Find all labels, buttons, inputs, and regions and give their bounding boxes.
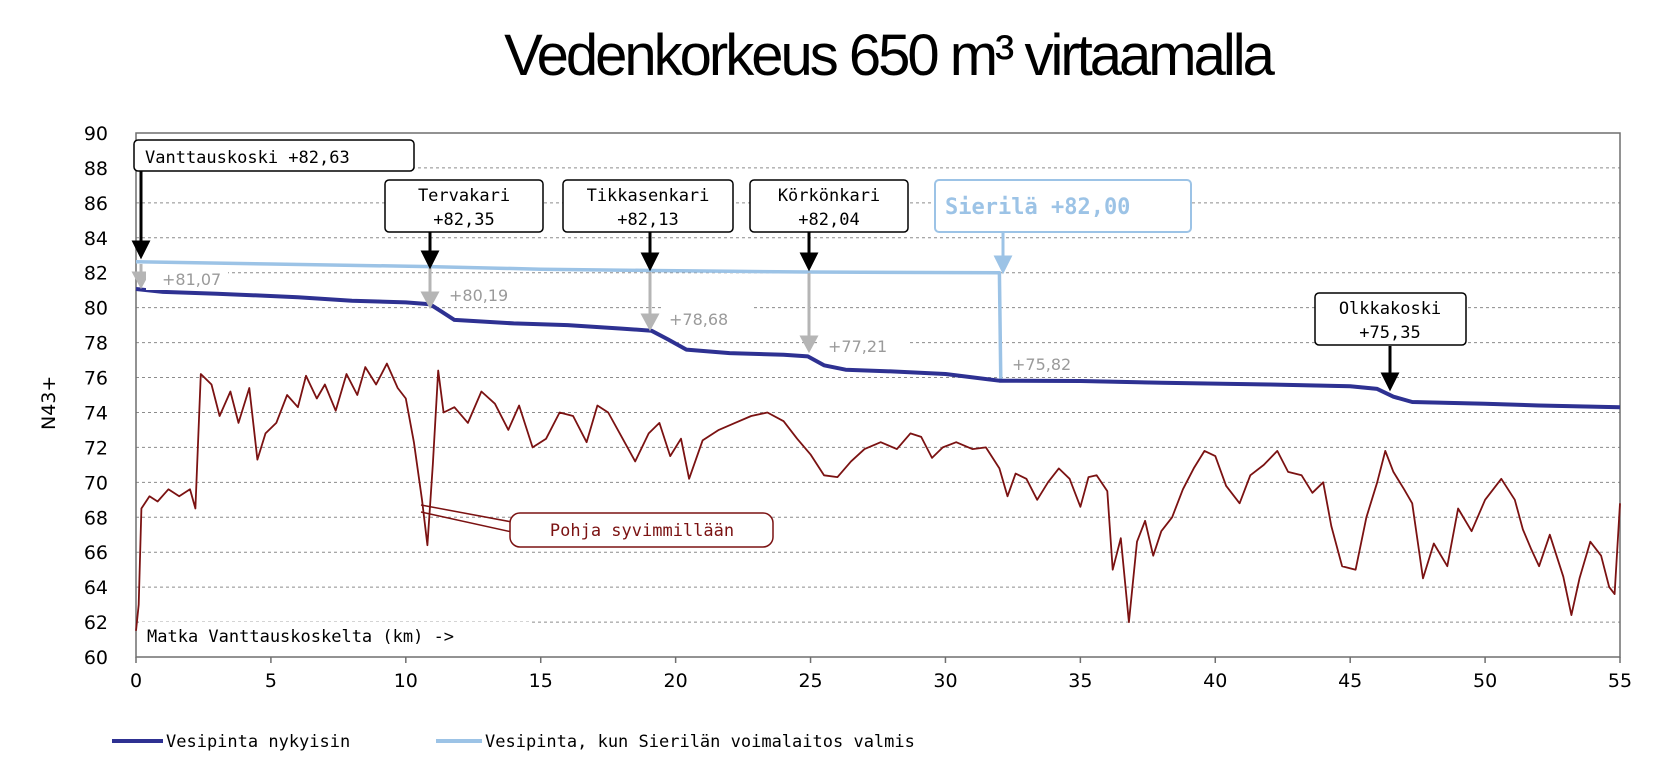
level-label-vanttauskoski: +81,07 [162,270,221,289]
y-tick-label: 86 [84,193,108,215]
y-tick-label: 66 [84,542,108,564]
sierila-arrow [993,231,1013,275]
x-tick-label: 15 [529,670,553,692]
y-tick-label: 76 [84,368,108,390]
y-tick-label: 74 [84,402,108,424]
x-tick-label: 35 [1068,670,1092,692]
callout-vanttauskoski: Vanttauskoski +82,63 [133,139,415,172]
y-tick-label: 70 [84,472,108,494]
callout-korkonkari-name: Körkönkari [778,186,880,206]
series-line-current [135,287,1621,410]
callout-tikkasenkari: Tikkasenkari +82,13 [562,179,734,233]
callout-sierila-text: Sierilä +82,00 [945,195,1130,220]
callout-olkkakoski: Olkkakoski +75,35 [1314,292,1467,346]
x-axis-ticks: 0 5 10 15 20 25 30 35 40 45 50 55 [130,657,1632,692]
x-tick-label: 45 [1338,670,1362,692]
x-axis-label: Matka Vanttauskoskelta (km) -> [147,627,454,647]
callout-pohja: Pohja syvimmillään [420,504,774,548]
plot-area-frame [135,132,1621,658]
y-tick-label: 64 [84,577,108,599]
callout-korkonkari: Körkönkari +82,04 [749,179,909,233]
level-label-tervakari: +80,19 [449,286,508,305]
callout-tervakari: Tervakari +82,35 [384,179,544,233]
y-tick-label: 68 [84,507,108,529]
y-tick-label: 88 [84,158,108,180]
level-label-sierila: +75,82 [1012,355,1071,374]
y-tick-label: 84 [84,228,108,250]
series [135,259,1621,631]
callout-tervakari-name: Tervakari [418,186,510,206]
legend-label-current: Vesipinta nykyisin [166,732,350,752]
current-level-arrows [131,264,819,354]
x-tick-label: 40 [1203,670,1227,692]
x-tick-label: 20 [664,670,688,692]
y-tick-label: 60 [84,647,108,669]
x-axis-label-box [139,622,531,650]
callout-tikkasenkari-name: Tikkasenkari [587,186,710,206]
y-axis-ticks: 60 62 64 66 68 70 72 74 76 78 80 82 84 86 88 90 [84,123,108,669]
series-line-riverbed [135,362,1621,631]
callout-vanttauskoski-text: Vanttauskoski +82,63 [145,148,350,168]
current-level-labels: +81,07 +80,19 +78,68 +77,21 +75,82 [146,266,1094,377]
y-tick-label: 82 [84,263,108,285]
y-tick-label: 72 [84,437,108,459]
callout-pohja-text: Pohja syvimmillään [550,521,734,541]
y-tick-label: 62 [84,612,108,634]
annotation-arrows [131,169,1400,392]
legend-label-future: Vesipinta, kun Sierilän voimalaitos valm… [485,732,915,752]
y-tick-label: 90 [84,123,108,145]
callout-tikkasenkari-value: +82,13 [617,210,678,230]
callout-olkkakoski-value: +75,35 [1359,323,1420,343]
x-tick-label: 55 [1608,670,1632,692]
x-tick-label: 5 [265,670,277,692]
legend: Vesipinta nykyisin Vesipinta, kun Sieril… [112,732,915,752]
x-tick-label: 0 [130,670,142,692]
callout-olkkakoski-name: Olkkakoski [1339,299,1441,319]
callout-sierila: Sierilä +82,00 [934,179,1192,233]
level-label-tikkasenkari: +78,68 [669,310,728,329]
callout-korkonkari-value: +82,04 [798,210,859,230]
callout-tervakari-value: +82,35 [433,210,494,230]
y-tick-label: 80 [84,298,108,320]
x-tick-label: 30 [933,670,957,692]
grid [136,167,1620,623]
x-tick-label: 50 [1473,670,1497,692]
x-tick-label: 10 [394,670,418,692]
y-tick-label: 78 [84,333,108,355]
level-label-korkonkari: +77,21 [828,337,887,356]
x-tick-label: 25 [798,670,822,692]
y-axis-label: N43+ [38,376,60,430]
chart-title: Vedenkorkeus 650 m³ virtaamalla [504,23,1275,88]
